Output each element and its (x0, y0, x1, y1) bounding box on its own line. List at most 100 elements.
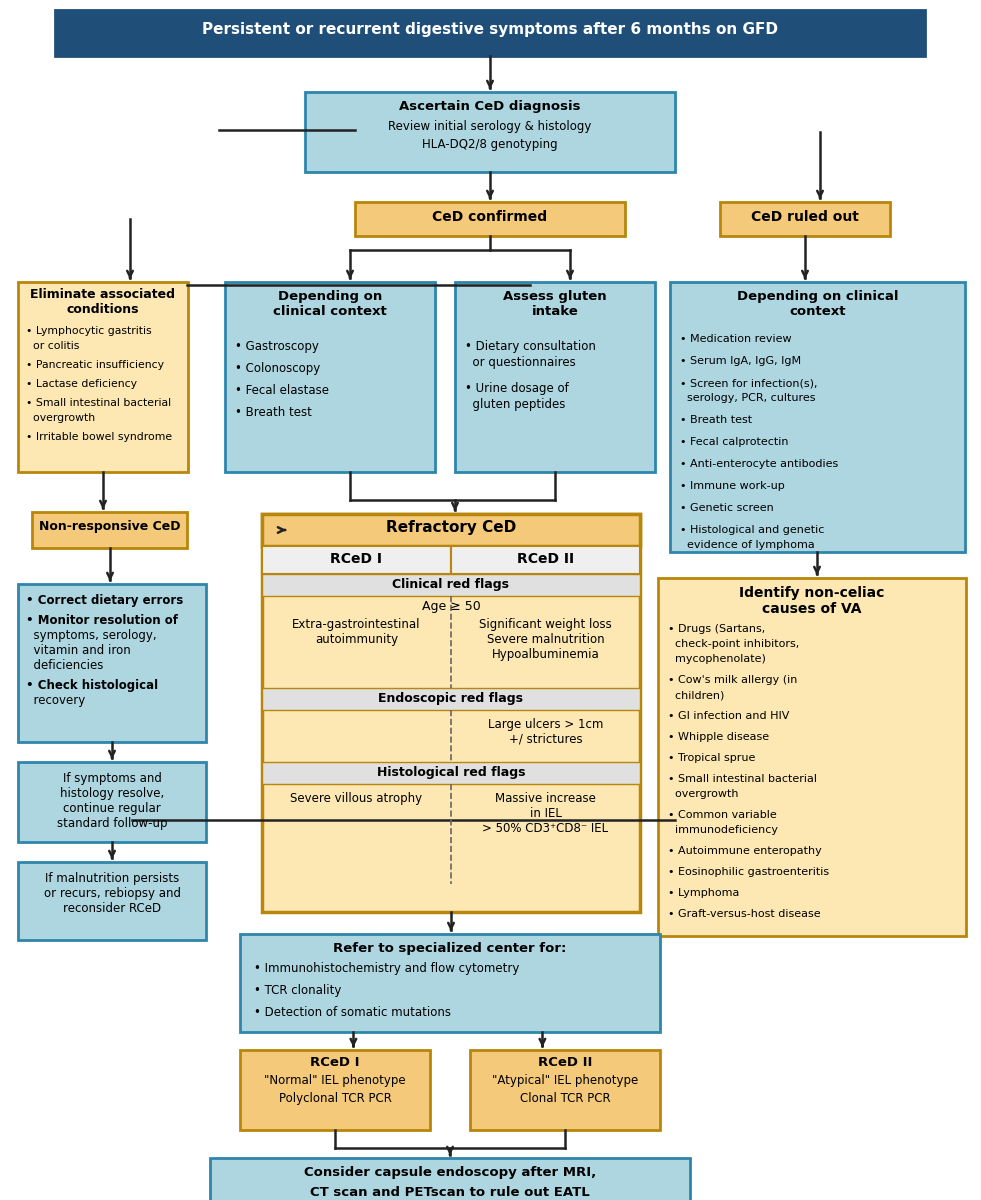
Text: Refractory CeD: Refractory CeD (386, 520, 516, 535)
Text: gluten peptides: gluten peptides (465, 398, 565, 410)
Text: immunodeficiency: immunodeficiency (668, 826, 778, 835)
Text: • Detection of somatic mutations: • Detection of somatic mutations (254, 1006, 451, 1019)
Text: • Lymphoma: • Lymphoma (668, 888, 740, 898)
Text: Depending on
clinical context: Depending on clinical context (273, 290, 387, 318)
Text: • Immunohistochemistry and flow cytometry: • Immunohistochemistry and flow cytometr… (254, 962, 519, 974)
Bar (18, 584, 206, 742)
Text: CeD ruled out: CeD ruled out (751, 210, 859, 224)
Text: • Irritable bowel syndrome: • Irritable bowel syndrome (26, 432, 172, 442)
Text: • Monitor resolution of: • Monitor resolution of (26, 614, 178, 626)
Text: • Small intestinal bacterial: • Small intestinal bacterial (26, 398, 171, 408)
Bar (210, 1158, 690, 1200)
Text: symptoms, serology,: symptoms, serology, (26, 629, 157, 642)
Text: check-point inhibitors,: check-point inhibitors, (668, 638, 800, 649)
Bar (240, 1050, 430, 1130)
Text: Clinical red flags: Clinical red flags (392, 578, 509, 590)
Bar (262, 762, 640, 784)
Text: • Anti-enterocyte antibodies: • Anti-enterocyte antibodies (680, 458, 838, 469)
Text: RCeD II: RCeD II (538, 1056, 593, 1069)
Bar (455, 282, 655, 472)
Text: • Correct dietary errors: • Correct dietary errors (26, 594, 183, 607)
Text: Histological red flags: Histological red flags (377, 766, 525, 779)
Bar (262, 514, 640, 546)
Text: • Breath test: • Breath test (235, 406, 312, 419)
Bar (262, 546, 451, 574)
Text: Polyclonal TCR PCR: Polyclonal TCR PCR (279, 1092, 391, 1105)
Bar (18, 862, 206, 940)
Text: • Check histological: • Check histological (26, 679, 158, 692)
Text: CeD confirmed: CeD confirmed (433, 210, 547, 224)
Text: Consider capsule endoscopy after MRI,: Consider capsule endoscopy after MRI, (304, 1166, 596, 1178)
Text: vitamin and iron: vitamin and iron (26, 644, 130, 658)
Bar (670, 282, 965, 552)
Text: RCeD II: RCeD II (517, 552, 574, 566)
Text: • Graft-versus-host disease: • Graft-versus-host disease (668, 910, 821, 919)
Text: • Drugs (Sartans,: • Drugs (Sartans, (668, 624, 765, 634)
Bar (225, 282, 435, 472)
Text: serology, PCR, cultures: serology, PCR, cultures (680, 392, 815, 403)
Text: If malnutrition persists
or recurs, rebiopsy and
reconsider RCeD: If malnutrition persists or recurs, rebi… (43, 872, 181, 914)
Text: • Fecal calprotectin: • Fecal calprotectin (680, 437, 789, 446)
Text: • Genetic screen: • Genetic screen (680, 503, 774, 514)
Bar (262, 574, 640, 596)
Text: • Breath test: • Breath test (680, 415, 752, 425)
Bar (262, 688, 640, 710)
Text: • Autoimmune enteropathy: • Autoimmune enteropathy (668, 846, 822, 856)
Text: Review initial serology & histology: Review initial serology & histology (388, 120, 592, 133)
Text: Endoscopic red flags: Endoscopic red flags (379, 692, 524, 704)
Text: Depending on clinical
context: Depending on clinical context (737, 290, 899, 318)
Text: RCeD I: RCeD I (310, 1056, 360, 1069)
Text: Ascertain CeD diagnosis: Ascertain CeD diagnosis (399, 100, 581, 113)
Text: overgrowth: overgrowth (26, 413, 95, 422)
Bar (470, 1050, 660, 1130)
Text: • Tropical sprue: • Tropical sprue (668, 754, 755, 763)
Bar (355, 202, 625, 236)
Text: • Colonoscopy: • Colonoscopy (235, 362, 320, 374)
Text: • Dietary consultation: • Dietary consultation (465, 340, 595, 353)
Bar (55, 10, 925, 56)
Text: overgrowth: overgrowth (668, 790, 739, 799)
Text: recovery: recovery (26, 694, 85, 707)
Text: Massive increase
in IEL
> 50% CD3⁺CD8⁻ IEL: Massive increase in IEL > 50% CD3⁺CD8⁻ I… (483, 792, 608, 835)
Text: "Atypical" IEL phenotype: "Atypical" IEL phenotype (491, 1074, 638, 1087)
Text: deficiencies: deficiencies (26, 659, 103, 672)
Bar (32, 512, 187, 548)
Text: • Lymphocytic gastritis: • Lymphocytic gastritis (26, 326, 152, 336)
Text: • Fecal elastase: • Fecal elastase (235, 384, 329, 397)
Text: • Pancreatic insufficiency: • Pancreatic insufficiency (26, 360, 164, 370)
Text: or colitis: or colitis (26, 341, 79, 350)
Text: • Gastroscopy: • Gastroscopy (235, 340, 319, 353)
Text: "Normal" IEL phenotype: "Normal" IEL phenotype (264, 1074, 406, 1087)
Bar (240, 934, 660, 1032)
Text: Refer to specialized center for:: Refer to specialized center for: (334, 942, 567, 955)
Text: Significant weight loss
Severe malnutrition
Hypoalbuminemia: Significant weight loss Severe malnutrit… (479, 618, 612, 661)
Text: or questionnaires: or questionnaires (465, 356, 576, 370)
Text: Age ≥ 50: Age ≥ 50 (422, 600, 481, 613)
Text: Eliminate associated
conditions: Eliminate associated conditions (30, 288, 176, 316)
Text: RCeD I: RCeD I (331, 552, 383, 566)
Text: • Common variable: • Common variable (668, 810, 777, 820)
Text: • Eosinophilic gastroenteritis: • Eosinophilic gastroenteritis (668, 866, 829, 877)
Text: Assess gluten
intake: Assess gluten intake (503, 290, 607, 318)
Text: • Immune work-up: • Immune work-up (680, 481, 785, 491)
Text: Large ulcers > 1cm
+/ strictures: Large ulcers > 1cm +/ strictures (488, 718, 603, 746)
Text: • Small intestinal bacterial: • Small intestinal bacterial (668, 774, 817, 784)
Bar (262, 514, 640, 912)
Text: Clonal TCR PCR: Clonal TCR PCR (520, 1092, 610, 1105)
Text: • Medication review: • Medication review (680, 334, 792, 344)
Bar (451, 546, 640, 574)
Text: • Whipple disease: • Whipple disease (668, 732, 769, 742)
Bar (18, 282, 188, 472)
Text: • Urine dosage of: • Urine dosage of (465, 382, 569, 395)
Text: Identify non-celiac
causes of VA: Identify non-celiac causes of VA (740, 586, 885, 617)
Text: • TCR clonality: • TCR clonality (254, 984, 341, 997)
Text: • Cow's milk allergy (in: • Cow's milk allergy (in (668, 674, 798, 685)
Bar (658, 578, 966, 936)
Text: Persistent or recurrent digestive symptoms after 6 months on GFD: Persistent or recurrent digestive sympto… (202, 22, 778, 37)
Text: • Lactase deficiency: • Lactase deficiency (26, 379, 137, 389)
Text: • Serum IgA, IgG, IgM: • Serum IgA, IgG, IgM (680, 356, 801, 366)
Text: • Screen for infection(s),: • Screen for infection(s), (680, 378, 817, 388)
Text: • Histological and genetic: • Histological and genetic (680, 526, 824, 535)
Text: evidence of lymphoma: evidence of lymphoma (680, 540, 815, 550)
Bar (305, 92, 675, 172)
